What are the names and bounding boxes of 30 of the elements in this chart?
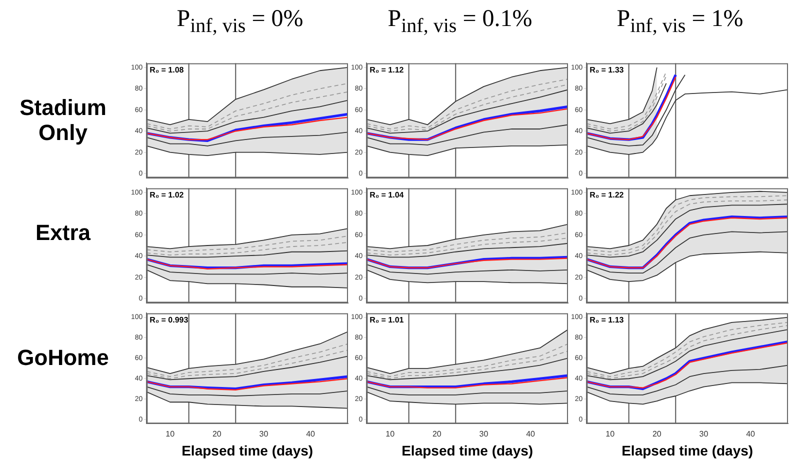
y-axis-title: GoHome <box>16 344 110 370</box>
x-tick-label: 10 <box>166 430 176 439</box>
x-tick-label: 40 <box>746 430 756 439</box>
x-tick-label: 30 <box>259 430 269 439</box>
annotation: R₀ = 1.02 <box>150 190 184 200</box>
annotation: R₀ = 1.33 <box>590 65 624 74</box>
y-axis-title: Stadium Only <box>18 94 108 144</box>
x-tick-label: 10 <box>386 430 396 439</box>
x-tick-label: 30 <box>479 430 489 439</box>
x-axis-title: Elapsed time (days) <box>402 442 534 458</box>
x-tick-label: 20 <box>652 430 662 439</box>
annotation: R₀ = 1.22 <box>590 190 624 200</box>
x-axis-title: Elapsed time (days) <box>622 442 754 458</box>
annotation: R₀ = 1.08 <box>150 65 184 74</box>
annotation: R₀ = 1.13 <box>590 315 624 324</box>
annotation: R₀ = 0.993 <box>150 315 189 324</box>
x-tick-label: 40 <box>526 430 536 439</box>
chart-title: P$_{inf, vis}$ = 1% <box>616 6 744 38</box>
x-tick-label: 30 <box>699 430 709 439</box>
chart-title: P$_{inf, vis}$ = 0.1% <box>386 6 534 38</box>
x-tick-label: 20 <box>212 430 222 439</box>
y-axis-title: Extra <box>34 220 92 244</box>
annotation: R₀ = 1.04 <box>370 190 404 200</box>
annotation: R₀ = 1.12 <box>370 65 404 74</box>
x-tick-label: 20 <box>432 430 442 439</box>
x-axis-title: Elapsed time (days) <box>182 442 314 458</box>
x-tick-label: 40 <box>306 430 316 439</box>
x-tick-label: 10 <box>606 430 616 439</box>
chart-title: P$_{inf, vis}$ = 0% <box>176 6 304 38</box>
annotation: R₀ = 1.01 <box>370 315 404 324</box>
